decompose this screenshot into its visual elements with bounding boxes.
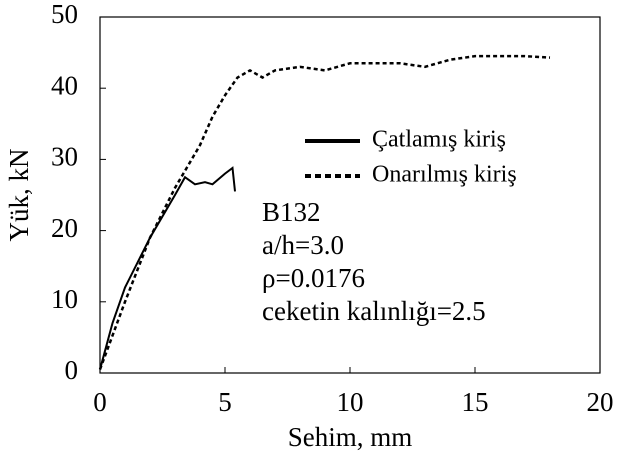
y-tick-label: 20 <box>51 213 78 243</box>
y-tick-label: 10 <box>51 284 78 314</box>
legend-label: Onarılmış kiriş <box>372 162 517 188</box>
data-line <box>98 54 551 370</box>
x-tick-label: 20 <box>587 387 614 417</box>
y-tick-label: 50 <box>51 0 78 29</box>
y-tick-label: 40 <box>51 70 78 100</box>
y-axis-title: Yük, kN <box>4 149 34 242</box>
annotation: B132 <box>262 197 321 227</box>
y-tick-label: 30 <box>51 142 78 172</box>
x-tick-label: 5 <box>218 387 232 417</box>
x-tick-label: 10 <box>337 387 364 417</box>
legend-label: Çatlamış kiriş <box>372 127 506 153</box>
x-tick-label: 0 <box>93 387 107 417</box>
x-tick-label: 15 <box>462 387 489 417</box>
x-axis-title: Sehim, mm <box>288 422 413 452</box>
annotation: a/h=3.0 <box>262 230 344 260</box>
annotation: ceketin kalınlığı=2.5 <box>262 296 486 326</box>
annotation: ρ=0.0176 <box>262 263 365 293</box>
y-tick-label: 0 <box>65 355 79 385</box>
data-line <box>99 166 236 370</box>
